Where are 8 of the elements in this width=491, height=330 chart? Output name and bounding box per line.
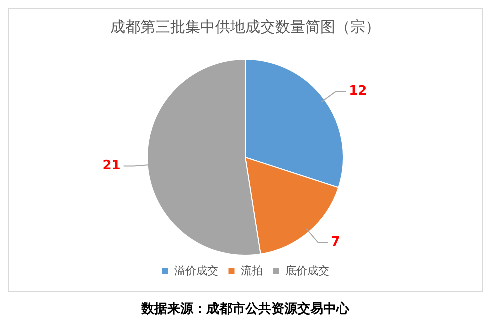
chart-title: 成都第三批集中供地成交数量简图（宗） — [110, 18, 380, 36]
legend-label: 溢价成交 — [174, 264, 218, 278]
legend-label: 底价成交 — [285, 264, 330, 278]
data-label: 12 — [349, 84, 368, 100]
data-label: 21 — [102, 158, 121, 174]
source-note: 数据来源：成都市公共资源交易中心 — [140, 300, 351, 318]
legend-label: 流拍 — [240, 264, 263, 278]
data-label: 7 — [331, 235, 340, 250]
